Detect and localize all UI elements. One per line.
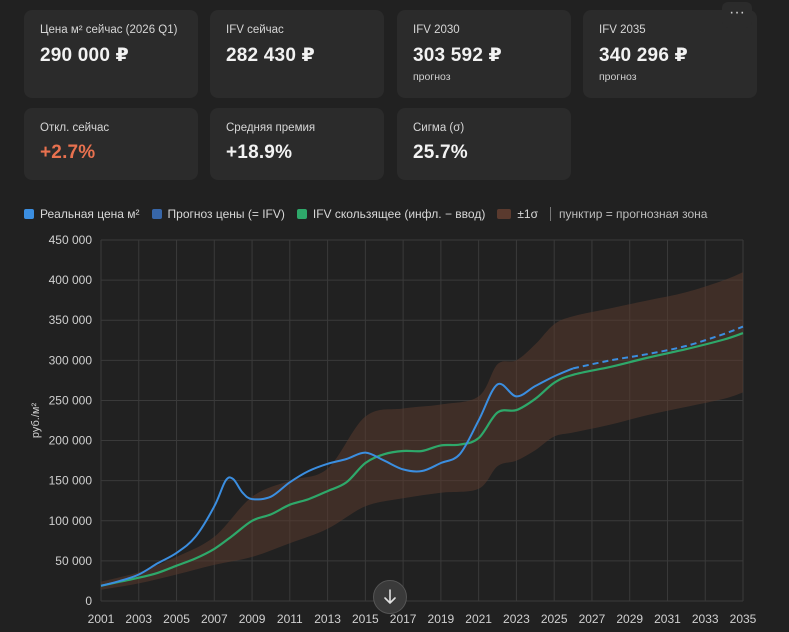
metric-label: Сигма (σ) xyxy=(413,122,465,134)
legend-item-band[interactable]: ±1σ xyxy=(497,207,538,221)
y-tick-label: 300 000 xyxy=(49,353,93,367)
legend-label: ±1σ xyxy=(517,207,538,221)
metric-value: 340 296 ₽ xyxy=(599,45,688,66)
x-tick-label: 2019 xyxy=(428,612,455,626)
legend-label: Реальная цена м² xyxy=(40,207,140,221)
y-tick-label: 200 000 xyxy=(49,434,93,448)
chart-legend: Реальная цена м² Прогноз цены (= IFV) IF… xyxy=(24,205,707,223)
x-tick-label: 2013 xyxy=(314,612,341,626)
price-chart: 0 50 000 100 000 150 000 200 000 250 000 300 0… xyxy=(30,233,757,626)
metric-value: 25.7% xyxy=(413,142,468,163)
metric-value: 303 592 ₽ xyxy=(413,45,502,66)
x-tick-label: 2007 xyxy=(201,612,228,626)
x-tick-label: 2031 xyxy=(654,612,681,626)
metric-value: +18.9% xyxy=(226,142,293,163)
x-tick-label: 2015 xyxy=(352,612,379,626)
y-tick-label: 400 000 xyxy=(49,273,93,287)
legend-item-forecast[interactable]: Прогноз цены (= IFV) xyxy=(151,207,285,221)
y-tick-label: 50 000 xyxy=(55,554,92,568)
y-tick-label: 0 xyxy=(85,594,92,608)
metric-card-ifv-now: IFV сейчас 282 430 ₽ xyxy=(210,10,384,98)
metric-card-avg-premium: Средняя премия +18.9% xyxy=(210,108,384,180)
x-tick-label: 2033 xyxy=(692,612,719,626)
legend-note: пунктир = прогнозная зона xyxy=(559,207,708,221)
metric-card-deviation: Откл. сейчас +2.7% xyxy=(24,108,198,180)
legend-swatch-real-price xyxy=(24,209,34,219)
arrow-down-icon xyxy=(384,589,396,604)
x-tick-label: 2023 xyxy=(503,612,530,626)
metric-value: 282 430 ₽ xyxy=(226,45,315,66)
metric-label: IFV 2035 xyxy=(599,24,646,36)
legend-swatch-band xyxy=(497,209,512,219)
sigma-band-area xyxy=(101,272,743,590)
x-tick-label: 2001 xyxy=(88,612,115,626)
legend-item-real-price[interactable]: Реальная цена м² xyxy=(24,207,140,221)
x-tick-label: 2011 xyxy=(277,612,303,626)
scroll-down-button[interactable] xyxy=(373,580,407,614)
x-tick-label: 2029 xyxy=(616,612,643,626)
metric-label: IFV сейчас xyxy=(226,24,284,36)
y-axis-label: руб./м² xyxy=(30,403,42,439)
metric-label: Средняя премия xyxy=(226,122,316,134)
metric-label: IFV 2030 xyxy=(413,24,460,36)
metric-card-sigma: Сигма (σ) 25.7% xyxy=(397,108,571,180)
metric-value: 290 000 ₽ xyxy=(40,45,129,66)
x-tick-label: 2005 xyxy=(163,612,190,626)
legend-label: Прогноз цены (= IFV) xyxy=(167,207,285,221)
metric-label: Цена м² сейчас (2026 Q1) xyxy=(40,24,178,36)
x-tick-label: 2009 xyxy=(239,612,266,626)
y-tick-label: 250 000 xyxy=(49,393,93,407)
metric-value: +2.7% xyxy=(40,142,96,163)
x-tick-label: 2027 xyxy=(579,612,606,626)
legend-swatch-forecast xyxy=(151,209,162,219)
metric-sub: прогноз xyxy=(599,71,637,83)
metric-label: Откл. сейчас xyxy=(40,122,110,134)
x-tick-label: 2035 xyxy=(730,612,757,626)
ifv-series-line xyxy=(100,332,744,587)
metric-card-ifv-2030: IFV 2030 303 592 ₽ прогноз xyxy=(397,10,571,98)
legend-divider xyxy=(550,207,551,221)
more-horizontal-icon: ··· xyxy=(729,4,745,21)
more-options-button[interactable]: ··· xyxy=(722,2,752,28)
y-tick-label: 150 000 xyxy=(49,474,93,488)
x-tick-label: 2025 xyxy=(541,612,568,626)
x-tick-label: 2003 xyxy=(125,612,152,626)
y-tick-label: 100 000 xyxy=(49,514,93,528)
x-tick-label: 2017 xyxy=(390,612,417,626)
legend-item-ifv[interactable]: IFV скользящее (инфл. − ввод) xyxy=(296,207,486,221)
x-tick-label: 2021 xyxy=(465,612,492,626)
legend-label: IFV скользящее (инфл. − ввод) xyxy=(312,207,486,221)
metric-card-price-now: Цена м² сейчас (2026 Q1) 290 000 ₽ xyxy=(24,10,198,98)
forecast-series-line xyxy=(572,325,744,370)
legend-swatch-ifv xyxy=(296,209,307,219)
metric-sub: прогноз xyxy=(413,71,451,83)
y-tick-label: 350 000 xyxy=(49,313,93,327)
y-tick-label: 450 000 xyxy=(49,233,93,247)
real-price-series-line xyxy=(100,367,574,587)
